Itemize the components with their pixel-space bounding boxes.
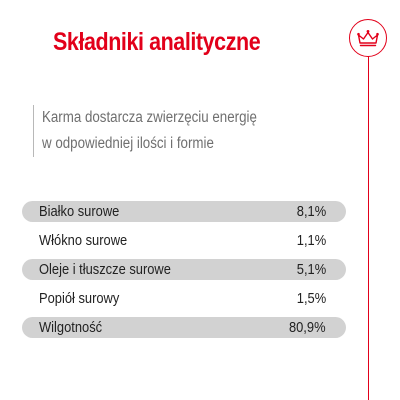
table-row: Wilgotność 80,9%: [22, 317, 346, 338]
row-value: 5,1%: [296, 261, 326, 278]
table-row: Popiół surowy 1,5%: [22, 288, 346, 309]
row-value: 1,5%: [296, 290, 326, 307]
row-label: Wilgotność: [39, 319, 103, 336]
row-value: 8,1%: [296, 203, 326, 220]
row-value: 80,9%: [289, 319, 326, 336]
page-title: Składniki analityczne: [53, 28, 261, 56]
brand-logo-badge: [349, 19, 387, 57]
row-label: Białko surowe: [39, 203, 120, 220]
accent-divider-line: [368, 56, 369, 400]
row-label: Włókno surowe: [39, 232, 128, 249]
row-label: Popiół surowy: [39, 290, 120, 307]
crown-icon: [357, 30, 379, 47]
row-value: 1,1%: [296, 232, 326, 249]
intro-line-2: w odpowiedniej ilości i formie: [42, 135, 214, 152]
table-row: Oleje i tłuszcze surowe 5,1%: [22, 259, 346, 280]
row-label: Oleje i tłuszcze surowe: [39, 261, 171, 278]
intro-text: Karma dostarcza zwierzęciu energię w odp…: [33, 105, 333, 157]
table-row: Włókno surowe 1,1%: [22, 230, 346, 251]
analytical-constituents-table: Białko surowe 8,1% Włókno surowe 1,1% Ol…: [22, 201, 346, 346]
table-row: Białko surowe 8,1%: [22, 201, 346, 222]
intro-line-1: Karma dostarcza zwierzęciu energię: [42, 109, 257, 126]
